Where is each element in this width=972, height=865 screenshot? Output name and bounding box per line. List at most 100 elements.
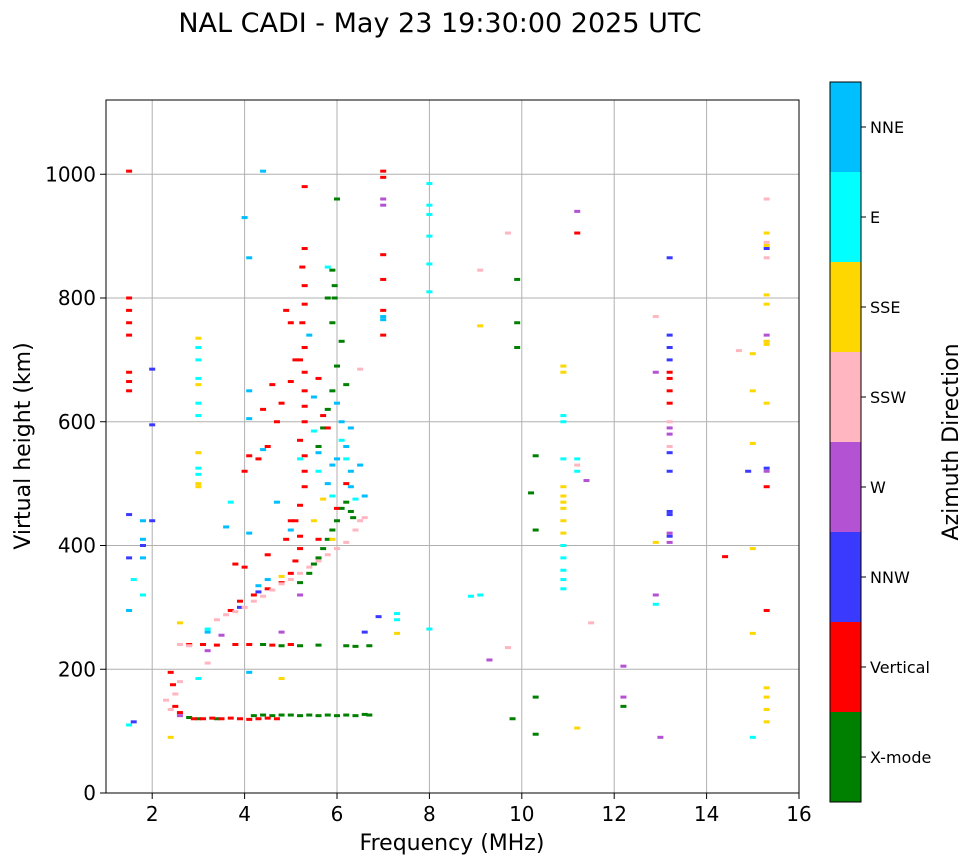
data-point (195, 383, 202, 387)
data-point (139, 544, 146, 547)
colorbar-segment (830, 352, 861, 442)
data-point (560, 556, 567, 560)
data-point (666, 389, 673, 393)
data-point (426, 203, 433, 207)
data-point (306, 333, 313, 337)
data-point (260, 643, 267, 646)
data-point (329, 321, 336, 325)
data-point (195, 485, 202, 489)
data-point (426, 182, 433, 186)
data-point (278, 644, 285, 648)
data-point (260, 407, 267, 411)
y-tick-label: 800 (58, 286, 96, 310)
data-point (246, 670, 253, 674)
data-point (269, 383, 276, 387)
data-point (560, 364, 567, 368)
data-point (297, 457, 304, 461)
data-point (176, 680, 183, 684)
data-point (477, 324, 484, 328)
data-point (264, 578, 271, 582)
y-tick-label: 600 (58, 410, 96, 434)
data-point (352, 644, 359, 648)
data-point (749, 735, 756, 739)
data-point (574, 726, 581, 730)
data-point (334, 197, 340, 201)
data-point (195, 346, 202, 349)
data-point (338, 506, 345, 510)
data-point (297, 503, 304, 507)
data-point (763, 485, 770, 489)
data-point (167, 670, 174, 674)
data-point (324, 407, 331, 411)
data-point (514, 277, 521, 281)
data-point (722, 555, 729, 559)
data-point (574, 209, 581, 213)
data-point (749, 352, 756, 356)
colorbar-label: Vertical (870, 658, 930, 677)
data-point (380, 318, 387, 322)
data-point (329, 268, 336, 272)
data-point (310, 519, 317, 523)
data-point (287, 571, 294, 575)
data-point (329, 494, 336, 498)
x-axis: 2 4 6 8 10 12 14 16 (146, 793, 812, 826)
data-point (297, 438, 304, 442)
chart-title: NAL CADI - May 23 19:30:00 2025 UTC (178, 8, 701, 39)
data-point (213, 643, 220, 647)
data-point (126, 296, 133, 300)
data-point (338, 438, 345, 442)
grid (106, 100, 800, 794)
x-tick-label: 8 (423, 802, 436, 826)
data-point (195, 482, 202, 486)
data-point (126, 513, 133, 517)
colorbar-label: SSE (870, 298, 900, 317)
data-point (306, 565, 313, 569)
data-point (297, 593, 304, 597)
data-point (666, 370, 673, 374)
data-point (315, 445, 322, 448)
data-point (299, 265, 306, 269)
data-point (324, 482, 331, 486)
data-point (426, 627, 433, 631)
data-point (255, 584, 262, 588)
x-tick-label: 2 (146, 802, 159, 826)
data-point (287, 321, 294, 325)
data-point (301, 370, 308, 374)
data-point (250, 599, 257, 603)
data-point (666, 469, 673, 473)
data-point (343, 482, 350, 486)
data-point (126, 608, 133, 612)
colorbar-segment (830, 82, 861, 172)
data-point (514, 346, 521, 349)
data-point (583, 479, 590, 483)
data-point (329, 528, 336, 532)
data-point (297, 571, 304, 575)
data-point (195, 358, 202, 362)
data-point (324, 296, 331, 300)
data-point (126, 308, 133, 312)
data-point (338, 420, 345, 424)
data-point (477, 268, 484, 272)
x-tick-label: 12 (601, 802, 626, 826)
y-axis-label: Virtual height (km) (11, 342, 36, 549)
data-point (301, 454, 308, 458)
data-point (149, 519, 156, 523)
data-point (394, 612, 401, 616)
data-point (324, 265, 331, 269)
data-point (172, 704, 179, 708)
data-point (264, 587, 271, 591)
data-point (324, 426, 331, 430)
data-point (347, 469, 354, 473)
y-axis: 0 200 400 600 800 1000 (45, 162, 106, 805)
data-point (560, 457, 567, 461)
x-tick-label: 10 (509, 802, 534, 826)
data-point (560, 578, 567, 582)
data-point (347, 509, 354, 513)
colorbar-segment (830, 442, 861, 532)
data-point (324, 537, 331, 541)
data-point (394, 631, 401, 635)
data-point (426, 262, 433, 266)
colorbar: X-mode Vertical NNW W SSW SSE E NNE (829, 81, 931, 803)
data-point (334, 506, 340, 510)
